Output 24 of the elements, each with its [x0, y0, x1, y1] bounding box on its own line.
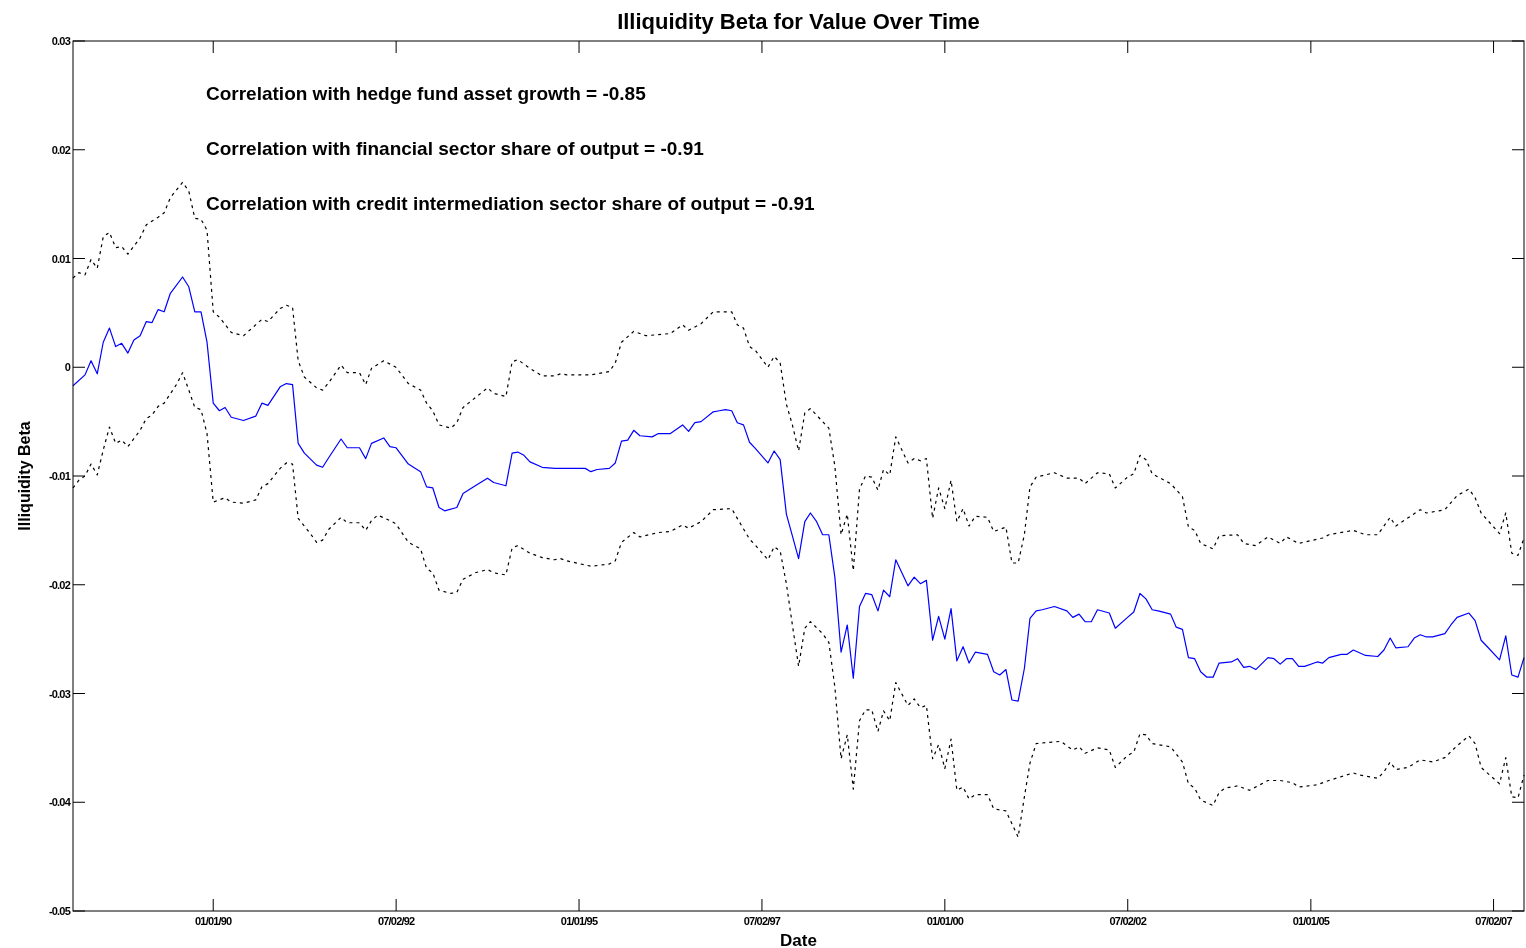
y-tick-label: 0.01 [51, 252, 71, 265]
chart-title: Illiquidity Beta for Value Over Time [617, 9, 980, 34]
annotation: Correlation with credit intermediation sector share of output = -0.91 [206, 193, 816, 214]
y-axis-title: Illiquidity Beta [16, 421, 33, 531]
annotation: Correlation with financial sector share of output = -0.91 [206, 138, 705, 159]
x-axis-title: Date [780, 931, 817, 948]
y-tick-label: 0.03 [51, 35, 71, 47]
x-tick-label: 01/01/05 [1292, 915, 1330, 927]
x-tick-label: 07/02/92 [377, 915, 416, 927]
x-tick-label: 07/02/02 [1109, 915, 1147, 927]
annotation: Correlation with hedge fund asset growth = -0.85 [206, 83, 647, 104]
y-tick-label: -0.03 [48, 687, 71, 700]
y-tick-label: -0.04 [48, 796, 72, 809]
y-tick-label: 0 [64, 361, 71, 374]
line-series [72, 276, 1525, 702]
x-tick-label: 01/01/90 [195, 915, 233, 927]
x-tick-label: 01/01/95 [560, 915, 598, 927]
x-tick-label: 01/01/00 [926, 915, 964, 927]
x-tick-label: 07/02/07 [1475, 915, 1513, 927]
y-tick-label: -0.05 [48, 905, 71, 917]
y-tick-label: -0.02 [48, 578, 71, 591]
x-tick-label: 07/02/97 [743, 915, 781, 927]
y-tick-label: -0.01 [48, 470, 71, 482]
y-tick-label: 0.02 [51, 143, 71, 156]
